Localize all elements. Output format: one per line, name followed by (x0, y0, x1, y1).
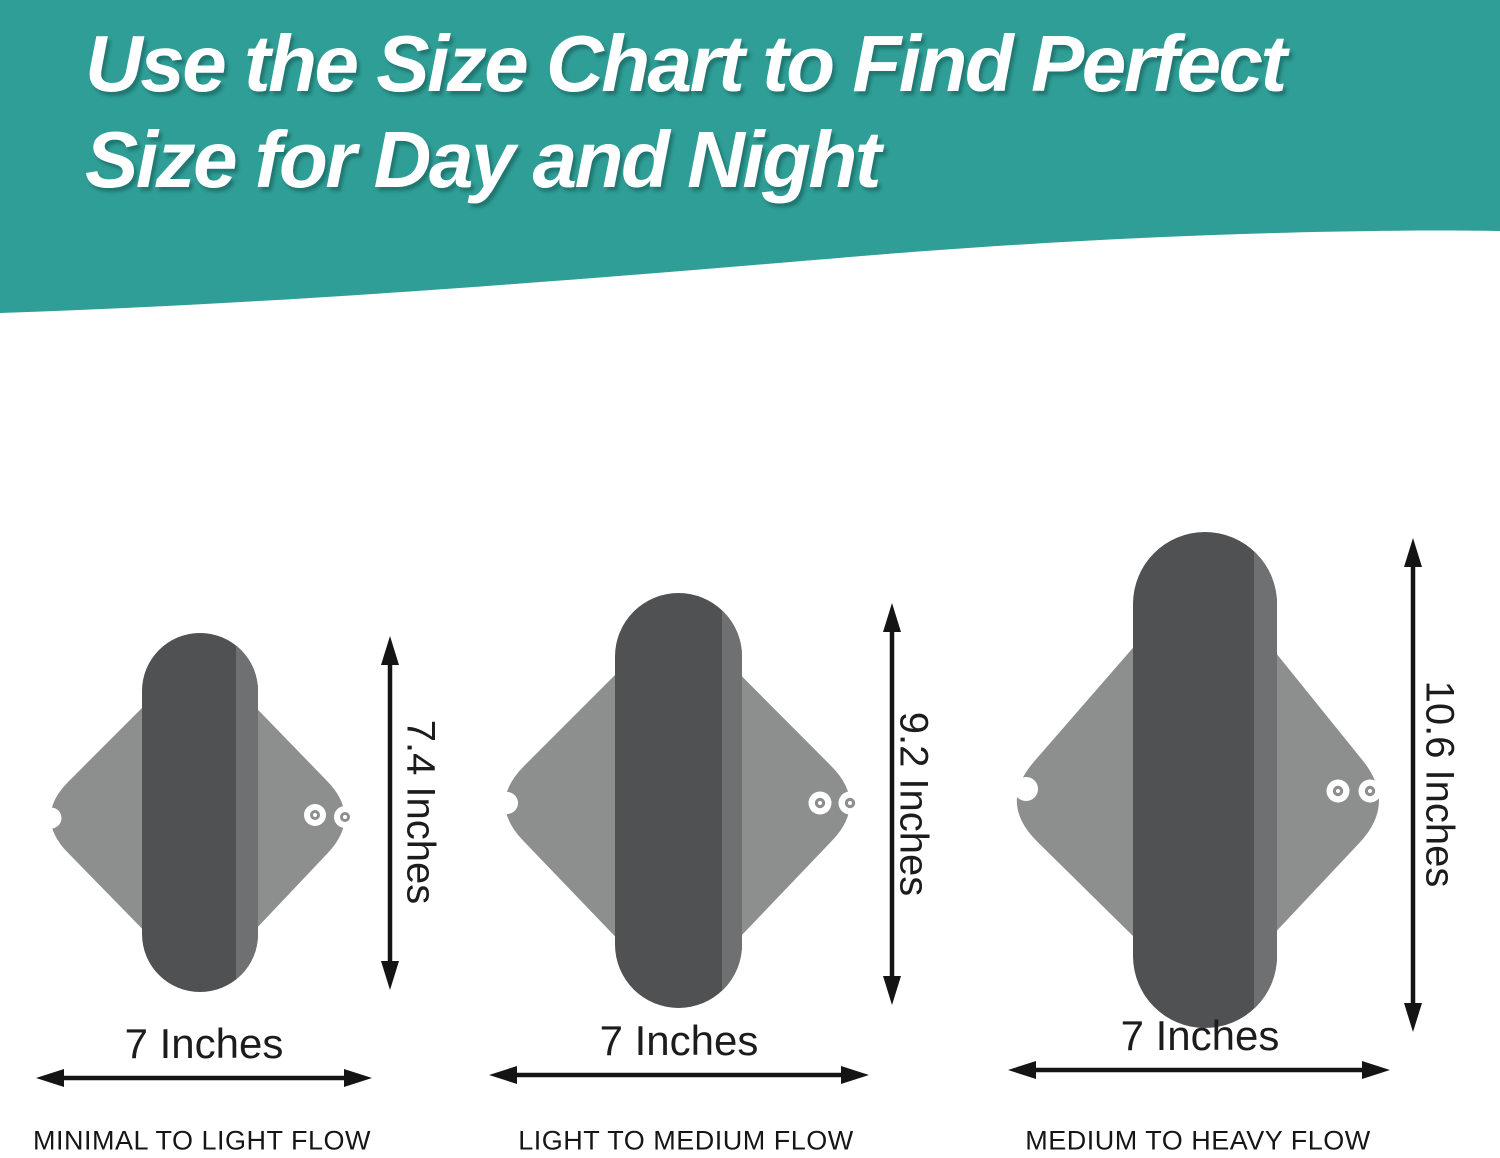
pad-large (1008, 532, 1422, 1079)
flow-caption: MINIMAL TO LIGHT FLOW (32, 1125, 372, 1156)
page-title-line-2: Size for Day and Night (85, 115, 881, 204)
page-title: Use the Size Chart to Find Perfect Size … (85, 16, 1287, 208)
length-arrow (381, 636, 399, 990)
pad-small (36, 633, 399, 1087)
width-arrow (1008, 1061, 1390, 1079)
snap-button-icon (334, 806, 356, 828)
snap-button-icon (304, 804, 326, 826)
page-title-line-1: Use the Size Chart to Find Perfect (85, 19, 1287, 108)
length-label: 10.6 Inches (1417, 680, 1462, 888)
pad-medium (489, 593, 901, 1084)
length-arrow (1404, 538, 1422, 1032)
header-banner (0, 0, 1500, 313)
flow-caption: LIGHT TO MEDIUM FLOW (518, 1125, 854, 1156)
flow-caption: MEDIUM TO HEAVY FLOW (1025, 1125, 1371, 1156)
snap-hole-icon (1014, 777, 1038, 801)
width-label: 7 Inches (599, 1017, 759, 1064)
length-label: 9.2 Inches (891, 711, 936, 897)
pad-absorbent-core (1133, 532, 1277, 1028)
snap-button-icon (1326, 779, 1350, 803)
width-label: 7 Inches (124, 1020, 284, 1067)
snap-button-icon (838, 791, 862, 815)
snap-hole-icon (496, 792, 518, 814)
width-label: 7 Inches (1120, 1012, 1280, 1059)
pad-absorbent-core (142, 633, 258, 992)
length-arrow (883, 603, 901, 1005)
pad-absorbent-core (615, 593, 742, 1008)
length-label: 7.4 Inches (398, 719, 443, 905)
width-arrow (36, 1069, 372, 1087)
snap-button-icon (808, 791, 832, 815)
snap-button-icon (1358, 779, 1382, 803)
snap-hole-icon (40, 807, 62, 829)
width-arrow (489, 1066, 869, 1084)
